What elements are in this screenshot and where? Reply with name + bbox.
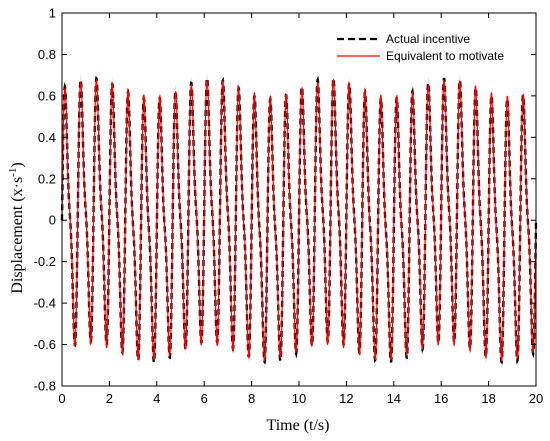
series-line-equivalent-to-motivate [61, 78, 537, 363]
y-tick-label: -0.4 [34, 296, 56, 311]
y-axis: -0.8 -0.6 -0.4 -0.2 0 0.2 0.4 0.6 0.8 1 [34, 6, 536, 394]
legend-label-actual-incentive: Actual incentive [386, 32, 470, 46]
x-tick-label: 14 [387, 391, 401, 406]
x-tick-label: 20 [529, 391, 543, 406]
x-tick-label: 12 [339, 391, 353, 406]
y-axis-label-main: Displacement (x·s [9, 177, 26, 294]
x-tick-label: 18 [481, 391, 495, 406]
y-axis-label: Displacement (x·s-1) [7, 162, 26, 293]
y-tick-label: 0.8 [38, 47, 56, 62]
x-tick-label: 4 [153, 391, 160, 406]
y-axis-label-exponent: -1 [7, 168, 19, 177]
x-tick-label: 8 [248, 391, 255, 406]
x-tick-label: 10 [292, 391, 306, 406]
y-tick-label: 1 [49, 6, 56, 21]
y-tick-label: -0.2 [34, 254, 56, 269]
y-tick-label: -0.6 [34, 337, 56, 352]
series-layer [60, 75, 538, 365]
x-tick-label: 0 [58, 391, 65, 406]
x-tick-label: 6 [201, 391, 208, 406]
x-tick-label: 16 [434, 391, 448, 406]
legend-label-equivalent-to-motivate: Equivalent to motivate [386, 49, 504, 63]
y-tick-label: 0.6 [38, 88, 56, 103]
x-axis: 0 2 4 6 8 10 12 14 16 18 20 [58, 13, 543, 406]
x-axis-label: Time (t/s) [267, 417, 330, 434]
x-tick-label: 2 [106, 391, 113, 406]
y-tick-label: -0.8 [34, 379, 56, 394]
y-axis-label-close: ) [9, 162, 26, 167]
y-tick-label: 0.2 [38, 171, 56, 186]
y-tick-label: 0.4 [38, 130, 56, 145]
legend: Actual incentive Equivalent to motivate [337, 32, 504, 63]
y-tick-label: 0 [49, 213, 56, 228]
